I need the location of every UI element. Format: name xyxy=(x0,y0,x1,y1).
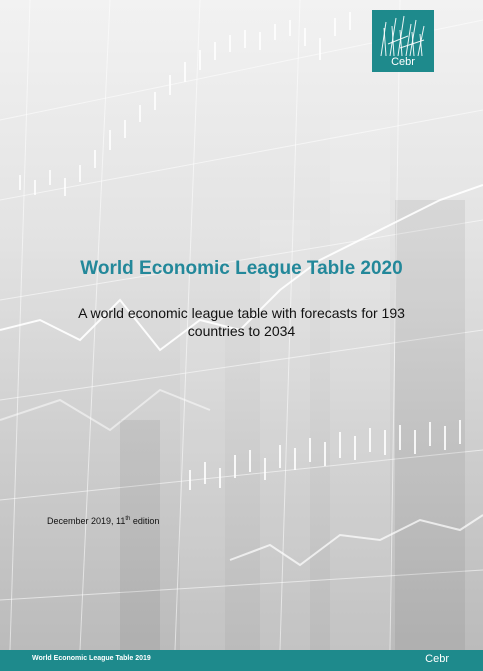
report-subtitle: A world economic league table with forec… xyxy=(78,305,405,339)
cebr-logo: Cebr xyxy=(372,10,434,72)
logo-text: Cebr xyxy=(391,56,415,68)
edition-ordinal: th xyxy=(125,516,131,522)
background-chart-art xyxy=(120,200,465,650)
footer-title: World Economic League Table 2019 xyxy=(32,655,151,662)
edition-suffix: edition xyxy=(130,516,160,526)
logo-grass-icon xyxy=(380,15,425,56)
report-title: World Economic League Table 2020 xyxy=(80,258,403,279)
footer-bar: World Economic League Table 2019 Cebr xyxy=(0,650,483,671)
edition-line: December 2019, 11th edition xyxy=(47,516,159,526)
edition-date: December 2019, 11 xyxy=(47,516,126,526)
footer-brand: Cebr xyxy=(425,653,449,665)
